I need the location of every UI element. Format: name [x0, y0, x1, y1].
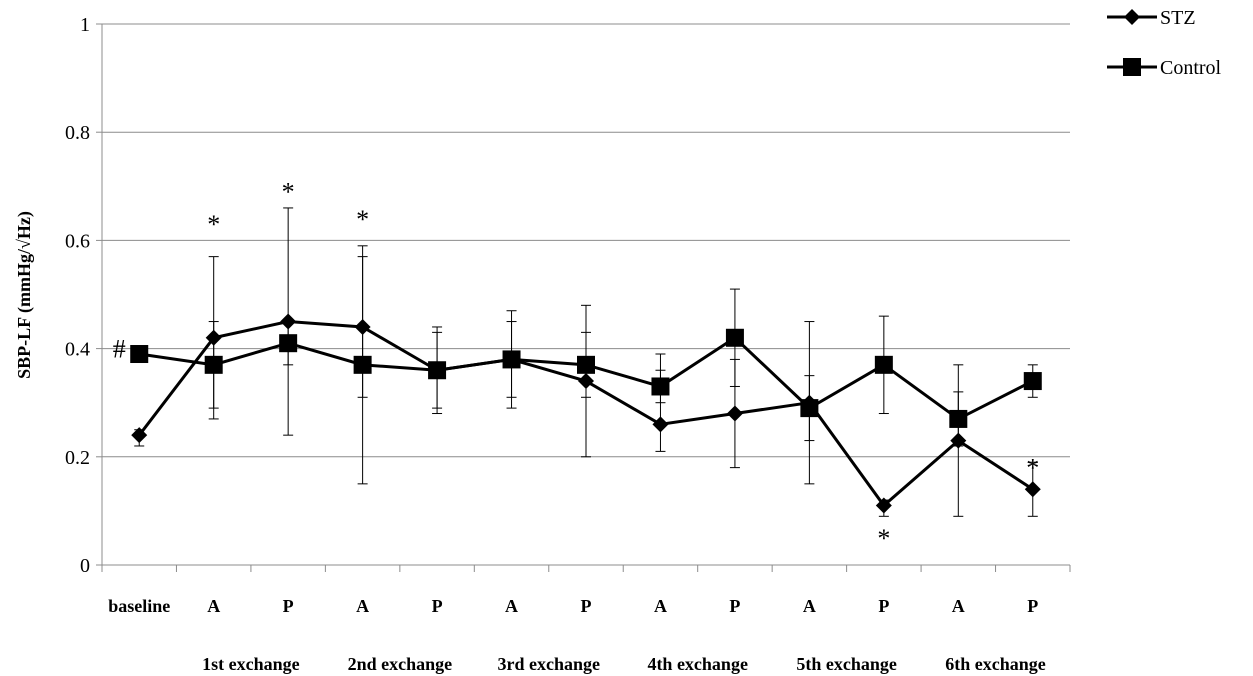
- data-point: [1023, 372, 1042, 391]
- legend-label: STZ: [1160, 7, 1196, 29]
- data-point: [652, 416, 669, 433]
- data-point: [651, 377, 670, 396]
- x-tick-label: P: [283, 596, 294, 616]
- data-point: [204, 355, 223, 374]
- data-point: [1024, 481, 1041, 498]
- annotations: * * * * * #: [113, 178, 1040, 553]
- x-group-label: 2nd exchange: [348, 654, 453, 674]
- data-point: [577, 355, 595, 374]
- significance-mark: *: [877, 524, 890, 553]
- data-point: [279, 334, 298, 353]
- data-point: [949, 409, 968, 428]
- x-tick-label: P: [729, 596, 740, 616]
- data-point: [725, 328, 744, 347]
- x-tick-label: P: [878, 596, 889, 616]
- data-point: [800, 399, 819, 418]
- x-group-label: 3rd exchange: [498, 654, 601, 674]
- significance-mark: *: [282, 178, 295, 207]
- data-point: [130, 345, 149, 364]
- data-point: [502, 350, 521, 369]
- data-point: [875, 497, 892, 514]
- x-group-label: 6th exchange: [945, 654, 1046, 674]
- y-tick-label: 0.8: [65, 122, 90, 144]
- series-control: [130, 256, 1042, 447]
- significance-mark: *: [207, 210, 220, 239]
- significance-mark: #: [113, 335, 126, 364]
- data-point: [874, 355, 893, 374]
- gridlines: [102, 23, 1070, 458]
- y-tick-label: 0: [80, 555, 90, 577]
- y-tick-label: 1: [80, 14, 90, 36]
- x-tick-label: A: [803, 596, 816, 616]
- x-group-label: 1st exchange: [202, 654, 300, 674]
- x-tick-label: P: [581, 596, 592, 616]
- y-tick-label: 0.4: [65, 339, 90, 361]
- x-tick-label: A: [356, 596, 369, 616]
- x-group-label: 4th exchange: [647, 654, 748, 674]
- legend: STZ Control: [1107, 7, 1222, 79]
- x-tick-label: A: [654, 596, 667, 616]
- x-tick-label: P: [432, 596, 443, 616]
- axes: 0 0.2 0.4 0.6 0.8 1: [65, 14, 1071, 577]
- x-tick-label: A: [505, 596, 518, 616]
- data-point: [131, 427, 148, 444]
- legend-marker: [1123, 58, 1141, 76]
- data-point: [353, 355, 372, 374]
- series: [130, 207, 1042, 517]
- x-tick-label: A: [207, 596, 220, 616]
- x-tick-label: P: [1027, 596, 1038, 616]
- data-point: [428, 361, 447, 380]
- y-tick-label: 0.2: [65, 447, 90, 469]
- y-tick-label: 0.6: [65, 230, 90, 252]
- data-point: [726, 405, 743, 422]
- legend-item-control: Control: [1107, 57, 1222, 79]
- x-tick-labels: baseline A P A P A P A P A P A P: [108, 596, 1038, 616]
- y-axis-label: SBP-LF (mmHg/√Hz): [14, 211, 35, 379]
- legend-marker: [1124, 9, 1140, 25]
- legend-label: Control: [1160, 57, 1222, 79]
- x-group-label: 5th exchange: [796, 654, 897, 674]
- legend-item-stz: STZ: [1107, 7, 1196, 29]
- x-tick-label: baseline: [108, 596, 170, 616]
- x-tick-label: A: [952, 596, 965, 616]
- x-group-labels: 1st exchange 2nd exchange 3rd exchange 4th …: [202, 654, 1046, 674]
- significance-mark: *: [1026, 454, 1039, 483]
- significance-mark: *: [356, 205, 369, 234]
